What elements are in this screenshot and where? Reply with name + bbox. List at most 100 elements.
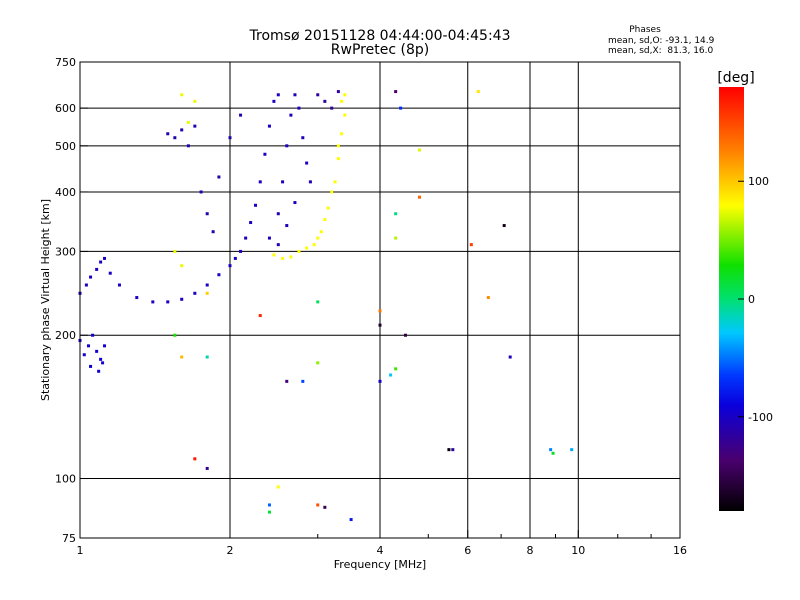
data-point [95, 349, 99, 353]
data-point [394, 90, 398, 94]
data-point [394, 212, 398, 216]
data-point [447, 448, 451, 452]
data-point [349, 518, 353, 522]
data-point [336, 144, 340, 148]
phase-stats-heading: Phases [629, 25, 661, 35]
y-tick-label: 750 [55, 56, 76, 69]
data-point [180, 297, 184, 301]
y-tick-label: 400 [55, 186, 76, 199]
y-tick-label: 600 [55, 102, 76, 115]
data-point [502, 224, 506, 228]
data-point [99, 357, 103, 361]
data-point [378, 379, 382, 383]
data-point [205, 355, 209, 359]
data-point [89, 275, 93, 279]
data-point [253, 203, 257, 207]
x-tick-label: 4 [377, 544, 384, 557]
data-point [276, 485, 280, 489]
data-point [173, 249, 177, 253]
data-point [289, 113, 293, 117]
chart-title: Tromsø 20151128 04:44:00-04:45:43 [249, 28, 511, 44]
data-point [103, 256, 107, 260]
data-point [389, 373, 393, 377]
x-tick-label: 1 [77, 544, 84, 557]
data-point [276, 93, 280, 97]
data-point [549, 448, 553, 452]
colorbar-tick-label: 100 [748, 175, 769, 188]
data-point [97, 369, 101, 373]
data-point [272, 253, 276, 257]
data-point [343, 113, 347, 117]
data-point [99, 260, 103, 264]
data-point [330, 106, 334, 110]
data-point [276, 243, 280, 247]
data-point [476, 90, 480, 94]
data-point [166, 132, 170, 136]
data-point [205, 283, 209, 287]
data-point [173, 136, 177, 140]
y-tick-label: 75 [62, 532, 76, 545]
y-axis: 75 100 200 300 400 500 600 750 [55, 56, 88, 545]
data-point [228, 264, 232, 268]
data-point [336, 157, 340, 161]
data-point [378, 323, 382, 327]
data-point [316, 361, 320, 365]
data-point [193, 291, 197, 295]
data-point [469, 243, 473, 247]
data-point [205, 212, 209, 216]
data-point [180, 93, 184, 97]
data-point [336, 90, 340, 94]
data-point [333, 180, 337, 184]
data-point [263, 152, 267, 156]
y-axis-label: Stationary phase Virtual Height [km] [39, 199, 52, 401]
x-tick-label: 10 [571, 544, 585, 557]
colorbar-ticks: 100 0 -100 [738, 175, 773, 424]
data-point [193, 124, 197, 128]
data-point [293, 93, 297, 97]
data-point [228, 136, 232, 140]
data-point [301, 136, 305, 140]
data-point [84, 283, 88, 287]
data-point [193, 99, 197, 103]
data-point [323, 218, 327, 222]
data-point [180, 355, 184, 359]
data-point [151, 300, 155, 304]
data-point [293, 201, 297, 205]
data-point [91, 333, 95, 337]
chart-subtitle: RwPretec (8p) [331, 42, 429, 58]
y-tick-label: 500 [55, 140, 76, 153]
data-point [316, 300, 320, 304]
data-point [312, 243, 316, 247]
data-point [135, 296, 139, 300]
data-point [323, 505, 327, 509]
phase-stats-x: mean, sd,X: 81.3, 16.0 [608, 46, 714, 56]
x-tick-label: 8 [527, 544, 534, 557]
data-point [316, 503, 320, 507]
data-point [267, 503, 271, 507]
y-tick-label: 100 [55, 473, 76, 486]
data-point [451, 448, 455, 452]
data-point [166, 300, 170, 304]
data-point [233, 256, 237, 260]
data-point [297, 106, 301, 110]
data-point [399, 106, 403, 110]
phase-stats-o: mean, sd,O: -93.1, 14.9 [608, 36, 715, 46]
data-point [89, 364, 93, 368]
data-point [330, 190, 334, 194]
data-point [417, 148, 421, 152]
data-point [95, 267, 99, 271]
data-point [108, 271, 112, 275]
x-tick-label: 6 [464, 544, 471, 557]
data-point [239, 113, 243, 117]
data-point [244, 236, 248, 240]
data-point [258, 180, 262, 184]
data-point [551, 451, 555, 455]
data-point [205, 291, 209, 295]
data-point [297, 249, 301, 253]
data-point [319, 230, 323, 234]
colorbar-tick-label: 0 [748, 293, 755, 306]
data-point [305, 246, 309, 250]
y-tick-label: 200 [55, 329, 76, 342]
data-point [281, 256, 285, 260]
